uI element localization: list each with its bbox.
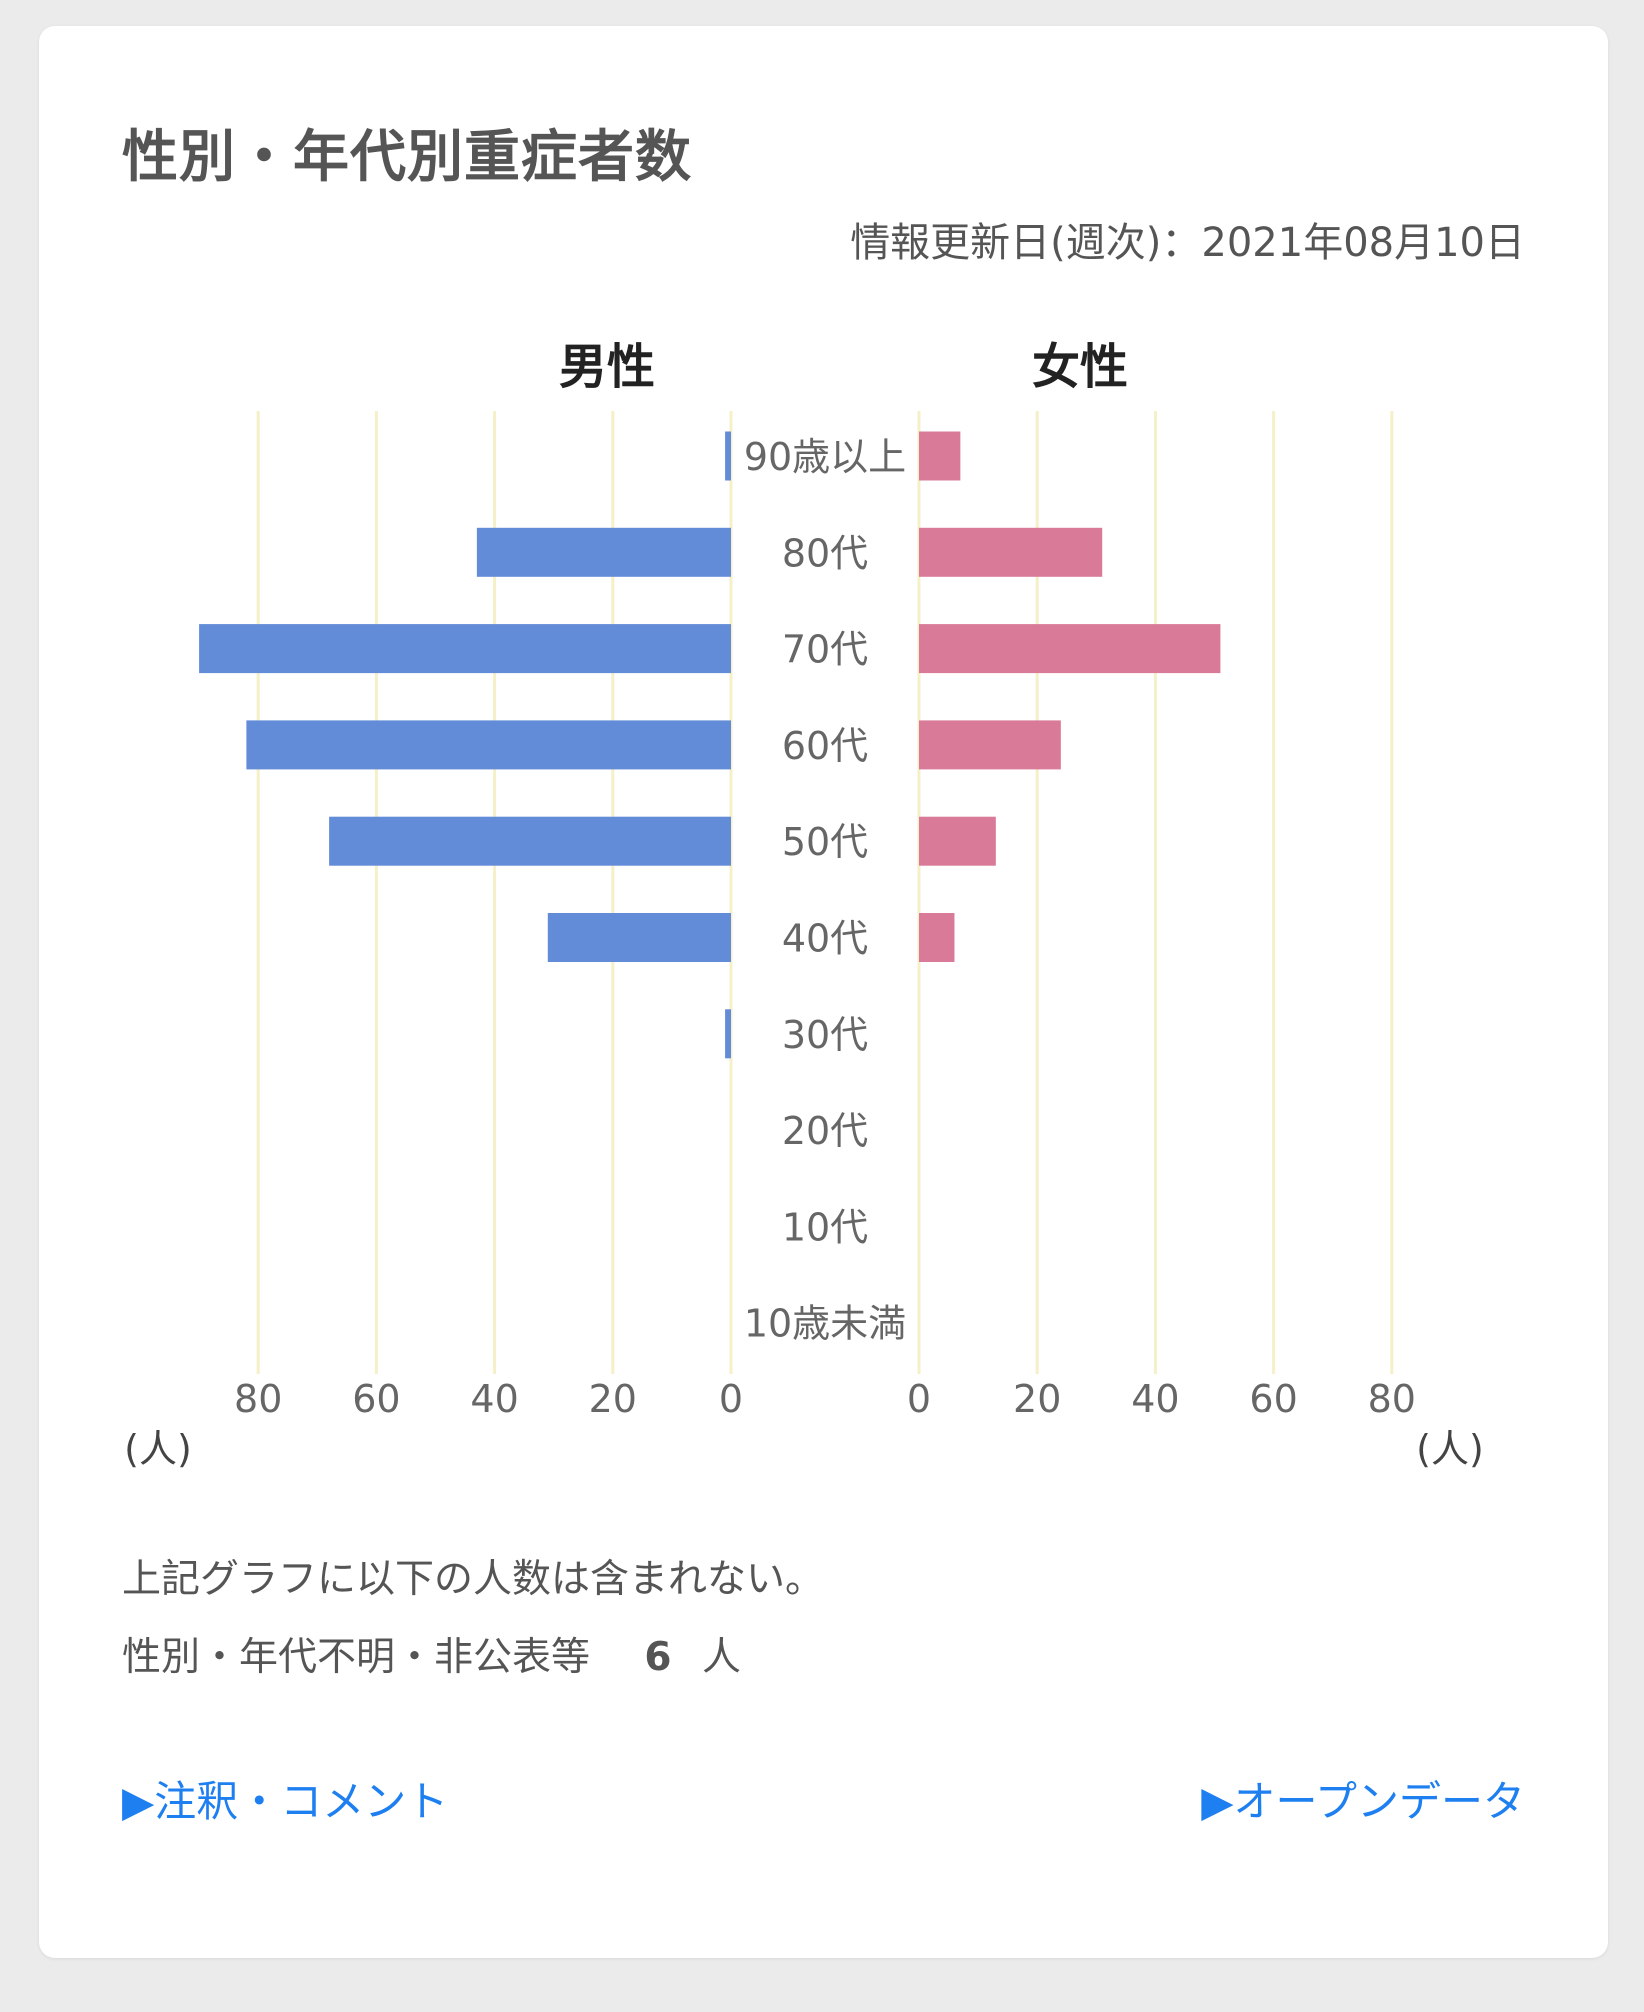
category-label: 70代 <box>782 628 868 672</box>
x-tick-female: 80 <box>1368 1377 1416 1421</box>
category-label: 10代 <box>782 1205 868 1249</box>
x-tick-female: 20 <box>1013 1377 1061 1421</box>
category-label: 40代 <box>782 917 868 961</box>
unit-label-right: (人) <box>1416 1427 1484 1471</box>
note-unknown-unit: 人 <box>701 1635 741 1680</box>
x-tick-female: 60 <box>1249 1377 1297 1421</box>
chart-card <box>39 26 1608 1958</box>
page-title: 性別・年代別重症者数 <box>122 125 692 190</box>
note-unknown-label: 性別・年代不明・非公表等 <box>122 1635 591 1680</box>
comments-link[interactable]: ▶注釈・コメント <box>122 1777 449 1826</box>
category-label: 30代 <box>782 1013 868 1057</box>
update-date: 情報更新日(週次)：2021年08月10日 <box>850 220 1525 266</box>
category-label: 60代 <box>782 724 868 768</box>
category-label: 50代 <box>782 820 868 864</box>
series-label-female: 女性 <box>1032 339 1128 395</box>
bar-male <box>246 720 731 770</box>
note-unknown: 性別・年代不明・非公表等 6 人 <box>122 1626 741 1682</box>
bar-male <box>547 913 731 962</box>
bar-female <box>919 527 1103 577</box>
bar-male <box>199 624 732 674</box>
bar-male <box>476 527 731 577</box>
bar-male <box>725 431 731 481</box>
bar-female <box>919 431 961 481</box>
bar-female <box>919 624 1221 674</box>
x-tick-male: 80 <box>234 1377 282 1421</box>
bar-female <box>919 816 996 866</box>
bar-male <box>725 1009 731 1059</box>
x-tick-male: 40 <box>470 1377 518 1421</box>
category-label: 10歳未満 <box>744 1302 906 1346</box>
note-unknown-value: 6 <box>644 1635 672 1680</box>
category-label: 90歳以上 <box>744 435 906 479</box>
x-tick-male: 0 <box>719 1377 743 1421</box>
category-label: 20代 <box>782 1109 868 1153</box>
x-tick-male: 20 <box>589 1377 637 1421</box>
series-label-male: 男性 <box>559 339 655 395</box>
x-tick-female: 40 <box>1131 1377 1179 1421</box>
x-tick-male: 60 <box>352 1377 400 1421</box>
bar-male <box>329 816 731 866</box>
x-tick-female: 0 <box>907 1377 931 1421</box>
bar-female <box>919 913 955 962</box>
note-excluded: 上記グラフに以下の人数は含まれない。 <box>122 1557 825 1602</box>
unit-label-left: (人) <box>124 1427 192 1471</box>
open-data-link[interactable]: ▶オープンデータ <box>1201 1777 1525 1826</box>
population-pyramid-chart: 80 60 40 20 0 0 20 40 60 80 90歳以上 80代 70代 60代 50代 40代 30… <box>124 339 1484 1471</box>
category-label: 80代 <box>782 531 868 575</box>
bar-female <box>919 720 1061 770</box>
